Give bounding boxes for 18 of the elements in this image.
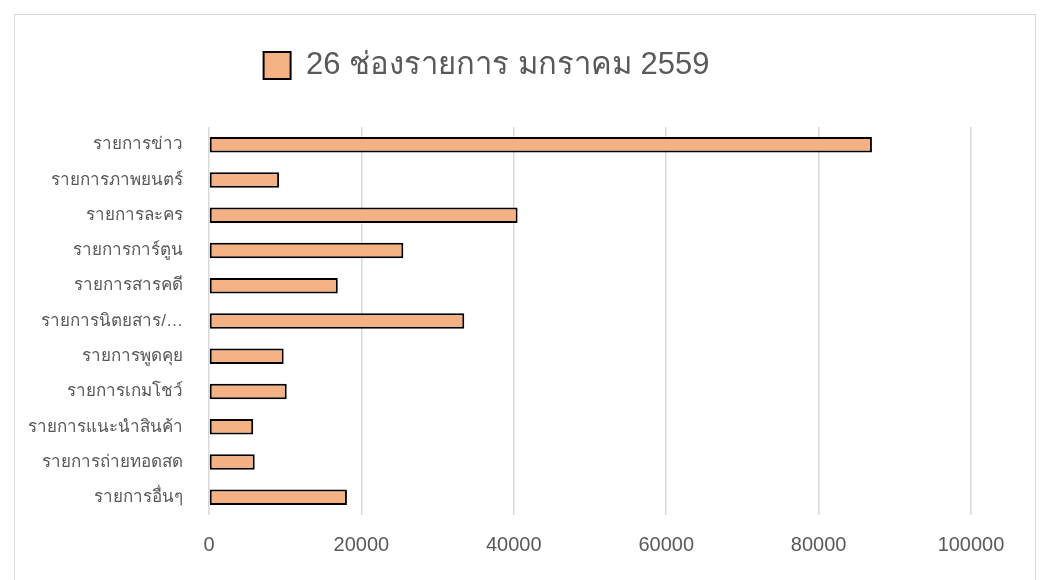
- x-tick-label: 100000: [937, 532, 1005, 555]
- y-tick-label: รายการการ์ตูน: [73, 240, 183, 261]
- y-tick-label: รายการสารคดี: [74, 275, 183, 295]
- y-tick-label: รายการนิตยสาร/…: [41, 310, 183, 330]
- x-tick-label: 60000: [638, 532, 695, 555]
- y-tick-label: รายการแนะนำสินค้า: [28, 416, 183, 436]
- y-tick-label: รายการภาพยนตร์: [51, 169, 183, 189]
- y-tick-label: รายการเกมโชว์: [67, 380, 183, 401]
- x-tick-label: 20000: [333, 532, 390, 555]
- x-tick-label: 0: [203, 532, 215, 555]
- y-tick-label: รายการข่าว: [93, 134, 183, 154]
- y-tick-label: รายการพูดคุย: [82, 345, 183, 366]
- x-tick-label: 40000: [485, 532, 542, 555]
- x-tick-label: 80000: [790, 532, 847, 555]
- legend-label: 26 ช่องรายการ มกราคม 2559: [306, 46, 710, 82]
- y-tick-label: รายการอื่นๆ: [94, 484, 183, 507]
- y-tick-label: รายการถ่ายทอดสด: [42, 451, 183, 471]
- y-tick-label: รายการละคร: [86, 204, 183, 224]
